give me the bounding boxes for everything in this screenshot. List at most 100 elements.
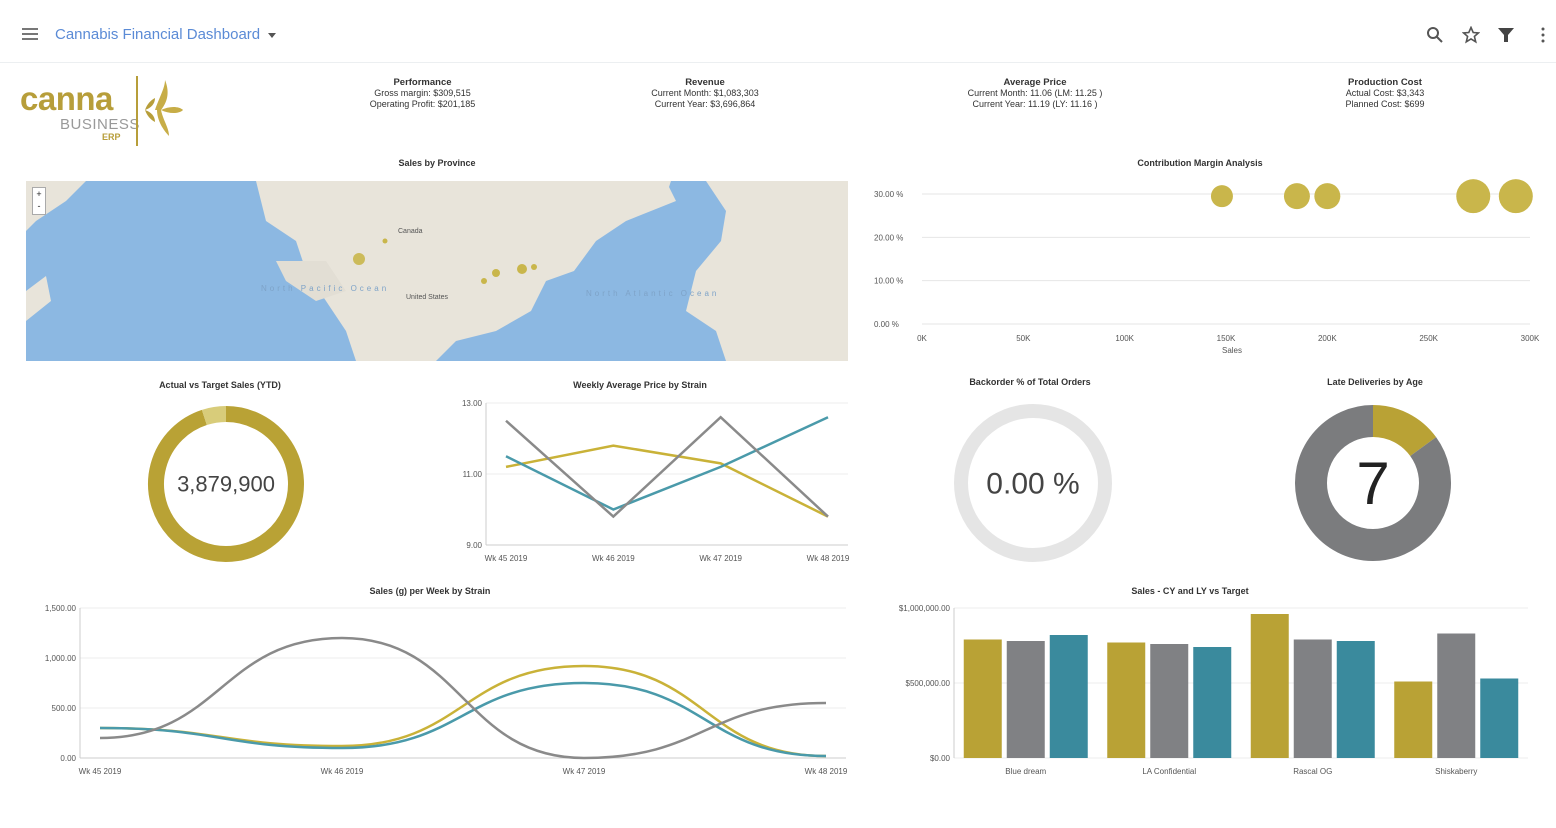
star-icon[interactable]	[1462, 26, 1480, 44]
x-tick-label: 150K	[1217, 334, 1236, 343]
contribution-title: Contribution Margin Analysis	[1137, 158, 1263, 168]
kpi-line: Actual Cost: $3,343	[1345, 88, 1425, 98]
kpi-line: Gross margin: $309,515	[374, 88, 471, 98]
backorder-title: Backorder % of Total Orders	[969, 377, 1091, 387]
x-tick-label: Rascal OG	[1293, 767, 1332, 776]
bar	[1336, 641, 1375, 758]
x-tick-label: Wk 46 2019	[321, 767, 364, 776]
top-bar: Cannabis Financial Dashboard	[0, 0, 1556, 63]
scatter-point	[1283, 183, 1310, 210]
scatter-point	[1314, 183, 1341, 210]
kpi-title: Average Price	[1003, 77, 1067, 88]
more-vert-icon[interactable]	[1534, 26, 1552, 44]
dashboard-title-dropdown[interactable]: Cannabis Financial Dashboard	[55, 26, 277, 43]
y-tick-label: 20.00 %	[874, 233, 903, 242]
y-tick-label: $1,000,000.00	[899, 604, 951, 613]
kpi-line: Operating Profit: $201,185	[369, 99, 476, 109]
x-tick-label: Wk 45 2019	[79, 767, 122, 776]
kpi-line: Current Year: $3,696,864	[654, 99, 756, 109]
x-tick-label: 0K	[917, 334, 927, 343]
sales-week-title: Sales (g) per Week by Strain	[369, 586, 491, 596]
map-svg: North Pacific Ocean North Atlantic Ocean…	[26, 181, 848, 361]
actual-target-donut: 3,879,900	[148, 406, 304, 562]
donut-center-value: 7	[1356, 450, 1389, 517]
zoom-in-button[interactable]: +	[36, 189, 42, 199]
series-line	[99, 681, 827, 758]
logo-word-business: BUSINESS	[60, 116, 140, 133]
bar	[1049, 635, 1088, 758]
donut-slice	[1372, 405, 1437, 457]
x-tick-label: 200K	[1318, 334, 1337, 343]
map-label-north-atlantic: North Atlantic Ocean	[586, 289, 719, 298]
y-tick-label: 0.00	[60, 754, 76, 763]
donut-slice	[148, 406, 304, 562]
kpi-line: Current Year: 11.19 (LY: 11.16 )	[972, 99, 1098, 109]
kpi-title: Production Cost	[1348, 77, 1422, 88]
filter-icon[interactable]	[1497, 26, 1515, 44]
x-tick-label: 300K	[1521, 334, 1540, 343]
series-line	[99, 664, 827, 758]
actual-target-title: Actual vs Target Sales (YTD)	[159, 380, 281, 390]
backorder-donut: 0.00 %	[954, 404, 1112, 562]
x-tick-label: 50K	[1016, 334, 1031, 343]
x-tick-label: 100K	[1115, 334, 1134, 343]
y-tick-label: 500.00	[52, 704, 77, 713]
map-label-united-states: United States	[406, 294, 449, 301]
kpi-average-price: Average Price Current Month: 11.06 (LM: …	[920, 77, 1150, 110]
x-tick-label: Wk 46 2019	[592, 554, 635, 563]
scatter-point	[1498, 179, 1533, 214]
y-tick-label: $500,000.00	[906, 679, 951, 688]
bar	[1193, 647, 1232, 758]
bar	[1107, 642, 1146, 758]
y-tick-label: 10.00 %	[874, 277, 903, 286]
kpi-revenue: Revenue Current Month: $1,083,303 Curren…	[610, 77, 800, 110]
caret-down-icon	[268, 32, 277, 38]
series-line	[505, 415, 829, 519]
bar	[963, 639, 1002, 758]
donut-center-value: 3,879,900	[177, 472, 275, 497]
scatter-point	[1210, 185, 1233, 208]
scatter-point	[1456, 179, 1491, 214]
x-tick-label: Wk 48 2019	[807, 554, 850, 563]
contribution-margin-chart: 30.00 % 20.00 % 10.00 % 0.00 % 0K 50K 100K 150K…	[874, 179, 1540, 355]
x-axis-label: Sales	[1222, 346, 1242, 355]
cannabis-leaf-icon	[136, 76, 183, 146]
bar	[1006, 641, 1045, 758]
map-label-canada: Canada	[398, 228, 423, 235]
canna-business-logo: canna BUSINESS ERP	[20, 74, 190, 146]
donut-slice	[1295, 405, 1451, 561]
sales-cy-ly-title: Sales - CY and LY vs Target	[1131, 586, 1249, 596]
kpi-line: Current Month: 11.06 (LM: 11.25 )	[967, 88, 1103, 98]
sales-cy-ly-chart: $1,000,000.00 $500,000.00 $0.00 Blue dream L…	[899, 604, 1528, 776]
bar	[1250, 614, 1289, 758]
zoom-out-button[interactable]: -	[37, 201, 41, 211]
hamburger-menu-icon[interactable]	[22, 28, 38, 42]
series-line	[505, 416, 829, 511]
late-deliveries-title: Late Deliveries by Age	[1327, 377, 1423, 387]
x-tick-label: Wk 47 2019	[699, 554, 742, 563]
kpi-line: Planned Cost: $699	[1345, 99, 1425, 109]
y-tick-label: 13.00	[462, 399, 483, 408]
y-tick-label: 9.00	[466, 541, 482, 550]
y-tick-label: 11.00	[463, 470, 483, 479]
sales-map[interactable]: North Pacific Ocean North Atlantic Ocean…	[26, 181, 848, 361]
x-tick-label: 250K	[1419, 334, 1438, 343]
series-line	[505, 444, 829, 518]
kpi-title: Performance	[393, 77, 452, 88]
x-tick-label: Wk 45 2019	[485, 554, 528, 563]
bar	[1437, 633, 1476, 758]
search-icon[interactable]	[1426, 26, 1444, 44]
donut-slice	[201, 406, 227, 426]
map-title: Sales by Province	[398, 158, 476, 168]
kpi-line: Current Month: $1,083,303	[651, 88, 759, 98]
x-tick-label: Wk 47 2019	[563, 767, 606, 776]
kpi-title: Revenue	[685, 77, 725, 88]
x-tick-label: Wk 48 2019	[805, 767, 848, 776]
bar	[1150, 644, 1189, 758]
y-tick-label: 1,500.00	[45, 604, 77, 613]
x-tick-label: Shiskaberry	[1435, 767, 1477, 776]
logo-word-erp: ERP	[102, 132, 121, 142]
donut-slice	[954, 404, 1112, 562]
